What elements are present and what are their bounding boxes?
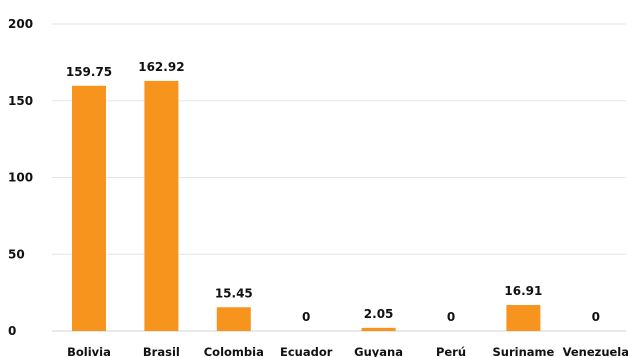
data-label: 2.05	[364, 307, 394, 321]
bar-suriname	[506, 305, 541, 331]
y-tick-label: 200	[8, 17, 33, 31]
data-label: 0	[592, 310, 600, 324]
bar-bolivia	[72, 85, 106, 331]
y-tick-label: 50	[8, 247, 25, 261]
bars	[72, 80, 541, 331]
x-tick-label: Colombia	[204, 345, 264, 357]
data-label: 0	[447, 310, 455, 324]
y-axis-ticks: 0 50 100 150 200	[8, 17, 33, 338]
y-tick-label: 150	[8, 94, 33, 108]
x-tick-label: Brasil	[143, 345, 180, 357]
data-label: 0	[302, 310, 310, 324]
y-tick-label: 100	[8, 171, 33, 185]
x-axis-ticks: Bolivia Brasil Colombia Ecuador Guyana Perú Su…	[67, 345, 628, 357]
data-label: 15.45	[215, 286, 253, 300]
y-tick-label: 0	[8, 324, 16, 338]
bar-colombia	[216, 307, 251, 331]
x-tick-label: Bolivia	[67, 345, 111, 357]
x-tick-label: Guyana	[354, 345, 403, 357]
data-label: 162.92	[138, 60, 184, 74]
data-labels: 159.75 162.92 15.45 0 2.05 0 16.91 0	[66, 60, 600, 324]
bar-guyana	[361, 327, 396, 331]
x-tick-label: Ecuador	[280, 345, 333, 357]
data-label: 159.75	[66, 65, 112, 79]
x-tick-label: Suriname	[492, 345, 554, 357]
x-tick-label: Perú	[436, 345, 466, 357]
data-label: 16.91	[504, 284, 542, 298]
x-tick-label: Venezuela	[563, 345, 628, 357]
bar-brasil	[144, 80, 179, 331]
